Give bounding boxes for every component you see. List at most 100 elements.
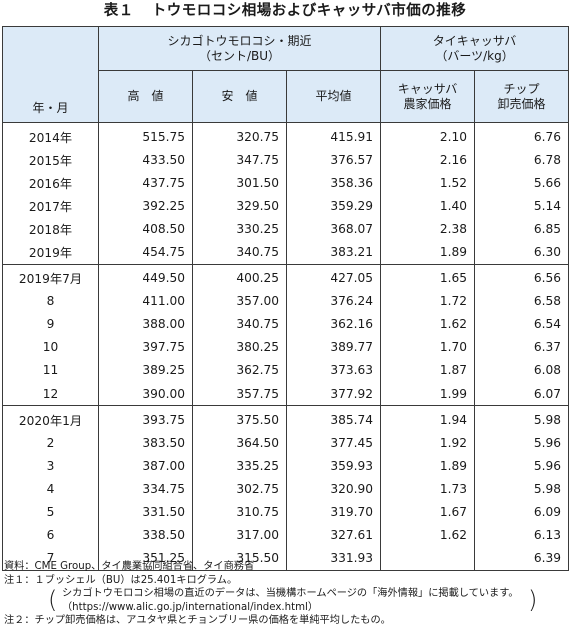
section-annual: 2014年 515.75 320.75 415.91 2.10 6.76 2015年 433… bbox=[2, 122, 570, 265]
table-row: 10 397.75 380.25 389.77 1.70 6.37 bbox=[2, 335, 570, 359]
cell-farm-price: 1.72 bbox=[380, 289, 476, 313]
cell-average: 319.70 bbox=[285, 500, 382, 524]
right-paren-glyph: ) bbox=[528, 586, 538, 614]
table-row: 5 331.50 310.75 319.70 1.67 6.09 bbox=[2, 500, 570, 524]
header-chip-price-line1: チップ bbox=[503, 81, 540, 96]
cell-chip-price: 6.13 bbox=[474, 523, 570, 547]
cell-chip-price: 6.37 bbox=[474, 335, 570, 359]
cell-farm-price: 1.70 bbox=[380, 335, 476, 359]
cell-farm-price: 1.87 bbox=[380, 358, 476, 383]
header-low: 安 値 bbox=[192, 70, 287, 123]
table-number: 表１ bbox=[103, 3, 134, 19]
table-title: 表１ トウモロコシ相場およびキャッサバ市価の推移 bbox=[0, 0, 570, 22]
header-thai-cassava-title: タイキャッサバ bbox=[432, 33, 517, 48]
cell-farm-price: 2.16 bbox=[380, 148, 476, 172]
cell-chip-price: 6.76 bbox=[474, 122, 570, 149]
cell-low: 357.75 bbox=[192, 382, 287, 406]
section-monthly-2019: 2019年7月 449.50 400.25 427.05 1.65 6.56 8 411.0… bbox=[2, 264, 570, 406]
cell-chip-price: 5.96 bbox=[474, 431, 570, 455]
footnotes: 資料：CME Group、タイ農業協同組合省、タイ商務省 注１：１ブッシェル（B… bbox=[4, 560, 570, 628]
cell-average: 327.61 bbox=[285, 523, 382, 547]
row-label: 4 bbox=[2, 477, 99, 501]
cell-farm-price: 2.10 bbox=[380, 122, 476, 149]
table-row: 2020年1月 393.75 375.50 385.74 1.94 5.98 bbox=[2, 405, 570, 432]
cell-low: 400.25 bbox=[192, 264, 287, 290]
cell-low: 364.50 bbox=[192, 431, 287, 455]
cell-chip-price: 5.98 bbox=[474, 405, 570, 432]
table-row: 2014年 515.75 320.75 415.91 2.10 6.76 bbox=[2, 122, 570, 149]
cell-chip-price: 6.07 bbox=[474, 382, 570, 406]
table-row: 2017年 392.25 329.50 359.29 1.40 5.14 bbox=[2, 194, 570, 218]
table-row: 2 383.50 364.50 377.45 1.92 5.96 bbox=[2, 431, 570, 455]
cell-average: 377.45 bbox=[285, 431, 382, 455]
header-thai-cassava: タイキャッサバ （バーツ/kg） bbox=[380, 26, 570, 71]
cell-high: 351.25 bbox=[98, 546, 193, 571]
cell-average: 358.36 bbox=[285, 171, 382, 195]
row-label: 2018年 bbox=[2, 217, 99, 241]
row-label: 2 bbox=[2, 431, 99, 455]
header-farm-price-line1: キャッサバ bbox=[397, 81, 458, 96]
table-row: 12 390.00 357.75 377.92 1.99 6.07 bbox=[2, 382, 570, 406]
cell-farm-price: 1.52 bbox=[380, 171, 476, 195]
cell-high: 408.50 bbox=[98, 217, 193, 241]
table-row: 11 389.25 362.75 373.63 1.87 6.08 bbox=[2, 358, 570, 383]
section-monthly-2020: 2020年1月 393.75 375.50 385.74 1.94 5.98 2 383.5… bbox=[2, 405, 570, 571]
cell-high: 437.75 bbox=[98, 171, 193, 195]
row-label: 8 bbox=[2, 289, 99, 313]
cell-farm-price: 1.89 bbox=[380, 454, 476, 478]
row-label: 12 bbox=[2, 382, 99, 406]
row-label: 2017年 bbox=[2, 194, 99, 218]
cell-chip-price: 6.56 bbox=[474, 264, 570, 290]
header-high: 高 値 bbox=[98, 70, 193, 123]
cell-average: 376.57 bbox=[285, 148, 382, 172]
cell-chip-price: 6.54 bbox=[474, 312, 570, 336]
cell-average: 377.92 bbox=[285, 382, 382, 406]
cell-farm-price: 1.62 bbox=[380, 312, 476, 336]
cell-low: 340.75 bbox=[192, 240, 287, 265]
cell-chip-price: 5.96 bbox=[474, 454, 570, 478]
header-chicago-corn-title: シカゴトウモロコシ・期近 bbox=[167, 33, 312, 48]
note-1: 注１：１ブッシェル（BU）は25.401キログラム。 bbox=[4, 574, 238, 586]
cell-low: 310.75 bbox=[192, 500, 287, 524]
cell-high: 389.25 bbox=[98, 358, 193, 383]
cell-high: 387.00 bbox=[98, 454, 193, 478]
table-row: 9 388.00 340.75 362.16 1.62 6.54 bbox=[2, 312, 570, 336]
price-table: 年・月 シカゴトウモロコシ・期近 （セント/BU） タイキャッサバ （バーツ/k… bbox=[2, 26, 570, 571]
row-label: 2014年 bbox=[2, 122, 99, 149]
header-farm-price: キャッサバ 農家価格 bbox=[380, 70, 476, 123]
cell-high: 331.50 bbox=[98, 500, 193, 524]
header-chicago-corn: シカゴトウモロコシ・期近 （セント/BU） bbox=[97, 26, 382, 71]
cell-average: 359.93 bbox=[285, 454, 382, 478]
cell-chip-price: 6.58 bbox=[474, 289, 570, 313]
cell-high: 449.50 bbox=[98, 264, 193, 290]
cell-low: 347.75 bbox=[192, 148, 287, 172]
cell-chip-price: 5.14 bbox=[474, 194, 570, 218]
cell-high: 397.75 bbox=[98, 335, 193, 359]
cell-average: 373.63 bbox=[285, 358, 382, 383]
cell-average: 368.07 bbox=[285, 217, 382, 241]
cell-farm-price: 1.73 bbox=[380, 477, 476, 501]
row-label: 2019年 bbox=[2, 240, 99, 265]
row-label: 2015年 bbox=[2, 148, 99, 172]
cell-low: 357.00 bbox=[192, 289, 287, 313]
cell-farm-price: 1.89 bbox=[380, 240, 476, 265]
header-year-month: 年・月 bbox=[2, 26, 99, 123]
cell-high: 338.50 bbox=[98, 523, 193, 547]
cell-average: 331.93 bbox=[285, 546, 382, 571]
header-farm-price-line2: 農家価格 bbox=[403, 96, 452, 111]
cell-chip-price: 6.30 bbox=[474, 240, 570, 265]
cell-farm-price: 1.62 bbox=[380, 523, 476, 547]
cell-high: 411.00 bbox=[98, 289, 193, 313]
cell-farm-price: 1.40 bbox=[380, 194, 476, 218]
cell-high: 334.75 bbox=[98, 477, 193, 501]
row-label: 10 bbox=[2, 335, 99, 359]
row-label: 3 bbox=[2, 454, 99, 478]
row-label: 6 bbox=[2, 523, 99, 547]
cell-high: 383.50 bbox=[98, 431, 193, 455]
table-row: 6 338.50 317.00 327.61 1.62 6.13 bbox=[2, 523, 570, 547]
note-2: 注２：チップ卸売価格は、アユタヤ県とチョンブリー県の価格を単純平均したもの。 bbox=[4, 615, 391, 626]
cell-low: 315.50 bbox=[192, 546, 287, 571]
cell-farm-price: 1.67 bbox=[380, 500, 476, 524]
cell-farm-price: 1.94 bbox=[380, 405, 476, 432]
table-row: 2018年 408.50 330.25 368.07 2.38 6.85 bbox=[2, 217, 570, 241]
